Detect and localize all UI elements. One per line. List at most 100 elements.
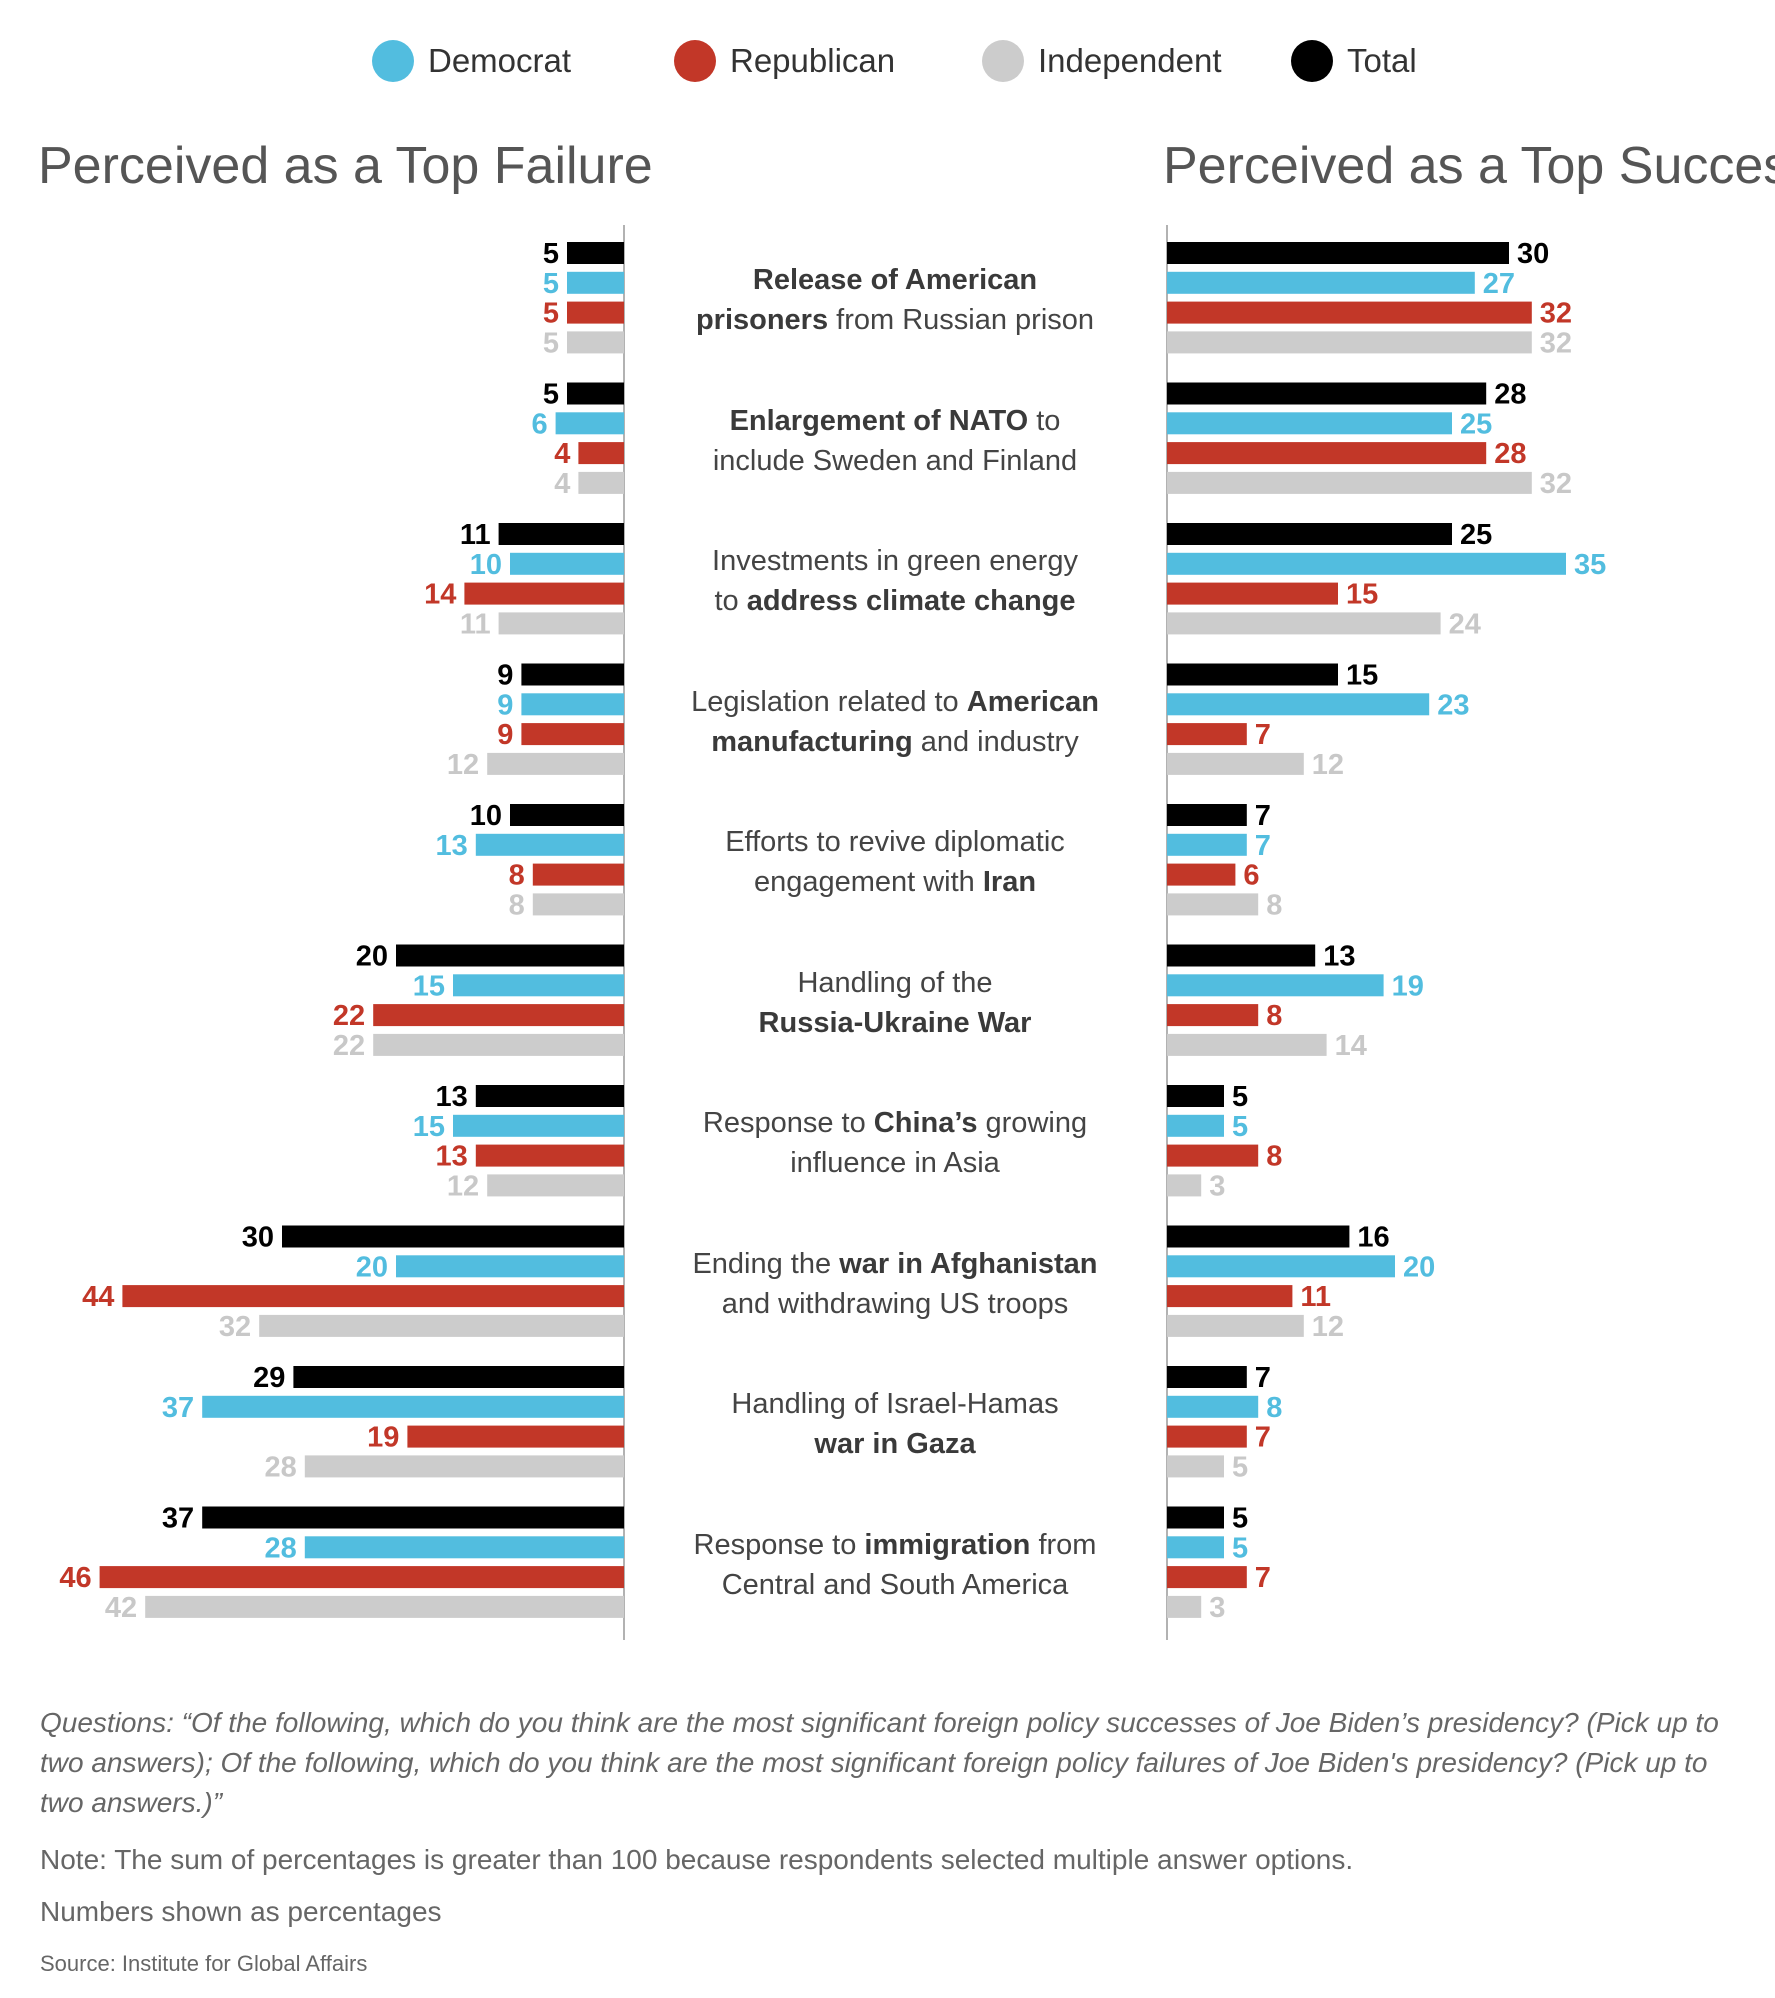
failure-value-label: 20 [356,1251,388,1283]
failure-bar-democrat [304,1536,624,1559]
failure-value-label: 5 [543,379,559,411]
category-label-part: Efforts to revive diplomatic [725,826,1065,858]
category-label: Ending the war in Afghanistan and withdra… [655,1244,1135,1324]
failure-value-label: 6 [531,408,547,440]
success-bar-republican [1167,1144,1259,1167]
category-label-part: Response to [693,1528,865,1561]
category-label-part: address climate change [746,585,1076,617]
failure-bar-independent [304,1455,624,1478]
success-value-label: 27 [1483,268,1515,300]
failure-value-label: 11 [460,608,491,640]
failure-value-label: 13 [436,1081,468,1113]
success-value-label: 12 [1312,1311,1344,1343]
success-bar-total [1167,242,1509,264]
success-bar-independent [1167,612,1441,635]
category-label: Efforts to revive diplomatic engagement w… [655,822,1135,902]
failure-bar-democrat [202,1395,624,1418]
success-value-label: 6 [1243,860,1259,892]
success-value-label: 24 [1449,608,1481,640]
failure-value-label: 37 [162,1503,194,1535]
failure-bar-republican [578,442,624,465]
success-value-label: 11 [1300,1281,1331,1313]
category-label-part: from Russian prison [828,304,1095,336]
failure-value-label: 32 [219,1311,251,1343]
success-value-label: 20 [1403,1251,1435,1283]
category-label-part: Legislation related to [691,685,967,718]
failure-value-label: 28 [265,1532,297,1564]
failure-value-label: 5 [543,298,559,330]
failure-value-label: 12 [447,1170,479,1202]
success-value-label: 13 [1323,941,1355,973]
success-value-label: 5 [1232,1111,1248,1143]
failure-bar-republican [567,301,624,324]
failure-value-label: 46 [59,1562,91,1594]
success-bar-independent [1167,331,1532,354]
success-value-label: 28 [1494,379,1526,411]
category-label-part: to [714,585,747,617]
success-bar-republican [1167,1004,1259,1027]
success-bar-republican [1167,863,1236,886]
failure-value-label: 13 [436,1141,468,1173]
success-value-label: 7 [1255,1362,1271,1394]
failure-value-label: 10 [470,800,502,832]
sum-note: Note: The sum of percentages is greater … [40,1844,1354,1875]
failure-value-label: 22 [333,1030,365,1062]
success-value-label: 32 [1540,298,1572,330]
category-label-part: Investments in green energy [712,545,1078,577]
success-value-label: 3 [1209,1592,1225,1624]
category-label: Response to immigration from Central and … [655,1525,1135,1605]
category-label-part: manufacturing [711,725,913,758]
failure-bar-independent [498,612,624,635]
failure-value-label: 30 [242,1222,274,1254]
units-note: Numbers shown as percentages [40,1896,442,1927]
success-bar-total [1167,1506,1224,1529]
failure-value-label: 9 [497,689,513,721]
success-value-label: 28 [1494,438,1526,470]
legend-label: Independent [1038,42,1222,79]
category-label-part: Russia-Ukraine War [758,1006,1032,1039]
category-label: Enlargement of NATO to include Sweden and… [655,401,1135,481]
total-dot-icon [1291,40,1333,82]
failure-value-label: 14 [424,579,456,611]
category-label: Legislation related to American manufactu… [655,682,1135,762]
failure-bar-independent [567,331,624,354]
failure-bar-independent [487,752,624,775]
failure-value-label: 37 [162,1392,194,1424]
category-label-part: include Sweden and Finland [712,444,1078,477]
failure-bar-republican [464,582,624,605]
success-value-label: 25 [1460,519,1492,551]
success-value-label: 5 [1232,1503,1248,1535]
failure-bar-total [282,1225,624,1248]
failure-value-label: 10 [470,549,502,581]
legend-item-democrat: Democrat [372,40,571,82]
success-bar-democrat [1167,412,1452,435]
success-bar-democrat [1167,693,1430,716]
success-value-label: 7 [1255,830,1271,862]
success-bar-total [1167,663,1338,686]
success-value-label: 19 [1392,970,1424,1002]
category-label-part: and industry [912,725,1079,758]
success-value-label: 7 [1255,800,1271,832]
success-value-label: 25 [1460,408,1492,440]
failure-value-label: 29 [253,1362,285,1394]
failure-bar-republican [521,723,624,746]
failure-value-label: 22 [333,1000,365,1032]
failure-value-label: 15 [413,1111,445,1143]
failure-value-label: 13 [436,830,468,862]
legend: Democrat Republican Independent Total [0,40,1775,84]
failure-bar-democrat [555,412,624,435]
failure-bar-total [475,1085,624,1107]
failure-bar-democrat [510,552,624,575]
success-bar-independent [1167,752,1304,775]
success-value-label: 15 [1346,579,1378,611]
failure-value-label: 20 [356,941,388,973]
category-label: Release of American prisoners from Russia… [655,260,1135,340]
category-label: Handling of the Russia-Ukraine War [655,963,1135,1043]
success-value-label: 5 [1232,1451,1248,1483]
failure-value-label: 8 [509,860,525,892]
success-value-label: 7 [1255,1422,1271,1454]
failure-value-label: 12 [447,749,479,781]
failure-bar-total [567,382,624,405]
category-label-part: Central and South America [721,1568,1069,1601]
success-value-label: 16 [1357,1222,1389,1254]
